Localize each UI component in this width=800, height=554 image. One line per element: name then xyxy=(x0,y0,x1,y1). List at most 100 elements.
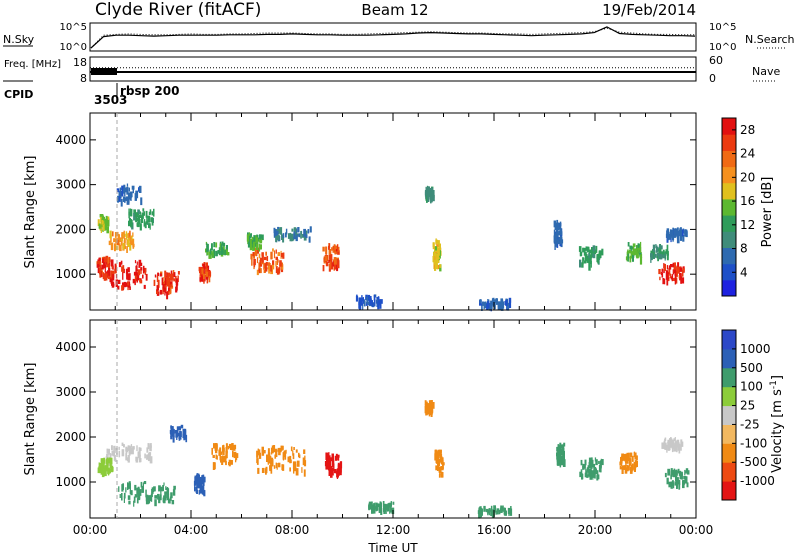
range-cell xyxy=(213,462,216,470)
range-cell xyxy=(110,234,112,243)
range-cell xyxy=(127,286,129,291)
range-cell xyxy=(680,276,682,284)
range-cell xyxy=(264,263,267,269)
range-cell xyxy=(588,468,591,473)
range-cell xyxy=(559,444,562,450)
range-cell xyxy=(328,259,331,264)
range-cell xyxy=(558,240,561,245)
range-cell xyxy=(258,262,261,269)
range-cell xyxy=(373,504,375,509)
range-cell xyxy=(120,190,123,196)
range-cell xyxy=(213,443,215,449)
range-cell xyxy=(112,265,114,270)
range-cell xyxy=(168,285,171,290)
range-cell xyxy=(117,195,119,203)
cpid-row: CPID 3503 rbsp 200 xyxy=(4,83,179,107)
range-cell xyxy=(261,467,265,473)
range-cell xyxy=(255,237,259,243)
range-cell xyxy=(199,486,202,494)
range-cell xyxy=(670,276,673,280)
range-cell xyxy=(337,260,340,269)
range-cell xyxy=(632,463,634,470)
range-cell xyxy=(265,467,268,471)
range-cell xyxy=(258,267,260,272)
range-cell xyxy=(130,240,133,246)
range-cell xyxy=(251,240,254,248)
range-cell xyxy=(655,244,657,249)
range-cell xyxy=(99,463,102,468)
range-cell xyxy=(108,458,110,464)
range-cell xyxy=(425,405,428,412)
range-cell xyxy=(328,254,331,260)
range-cell xyxy=(666,265,669,270)
range-cell xyxy=(127,281,130,286)
colorbar-tick-label: 20 xyxy=(740,170,755,184)
range-cell xyxy=(128,500,131,505)
range-cell xyxy=(303,469,306,477)
range-cell xyxy=(110,259,114,267)
range-cell xyxy=(308,236,311,243)
range-cell xyxy=(102,223,105,230)
noise-right-tick-top: 10^5 xyxy=(709,22,736,33)
range-cell xyxy=(139,454,141,463)
colorbar-tick-label: -100 xyxy=(740,436,767,450)
range-cell xyxy=(138,261,141,268)
range-cell xyxy=(499,508,503,512)
range-cell xyxy=(431,400,433,404)
colorbar-segment xyxy=(722,405,736,425)
range-cell xyxy=(367,296,370,301)
range-cell xyxy=(163,495,166,504)
range-cell xyxy=(330,468,333,474)
range-cell xyxy=(437,247,440,256)
range-cell xyxy=(659,253,663,260)
range-cell xyxy=(98,260,101,264)
range-cell xyxy=(557,445,560,451)
range-cell xyxy=(235,458,237,463)
range-cell xyxy=(130,223,133,228)
range-cell xyxy=(130,210,132,215)
range-cell xyxy=(194,476,198,480)
range-cell xyxy=(121,449,125,457)
range-cell xyxy=(370,501,373,506)
range-cell xyxy=(164,287,166,296)
range-cell xyxy=(430,406,433,412)
range-cell xyxy=(121,185,123,191)
range-cell xyxy=(147,495,151,503)
y-tick-label: 3000 xyxy=(55,385,86,399)
range-cell xyxy=(587,247,590,251)
range-cell xyxy=(156,289,159,294)
range-cell xyxy=(674,262,676,270)
range-cell xyxy=(136,261,138,265)
range-cell xyxy=(510,506,512,514)
range-cell xyxy=(253,243,257,247)
range-cell xyxy=(263,450,266,454)
range-cell xyxy=(258,243,261,251)
range-cell xyxy=(114,458,117,462)
range-cell xyxy=(591,247,594,255)
range-cell xyxy=(627,460,629,464)
range-cell xyxy=(293,447,295,450)
range-cell xyxy=(327,459,331,467)
range-cell xyxy=(147,443,150,450)
range-cell xyxy=(336,471,339,478)
range-cell xyxy=(337,250,340,255)
range-cell xyxy=(121,234,124,239)
range-cell xyxy=(432,402,435,409)
range-cell xyxy=(580,469,583,474)
range-cell xyxy=(266,255,269,261)
range-cell xyxy=(659,276,661,281)
range-cell xyxy=(669,273,672,279)
range-cell xyxy=(246,234,249,242)
range-cell xyxy=(427,409,430,414)
range-cell xyxy=(256,234,259,239)
range-cell xyxy=(478,511,481,519)
range-cell xyxy=(429,193,432,198)
range-cell xyxy=(632,254,634,262)
range-cell xyxy=(327,464,330,470)
range-cell xyxy=(273,229,277,237)
range-cell xyxy=(175,286,178,293)
range-cell xyxy=(363,299,366,306)
colorbar-segment xyxy=(722,481,736,501)
range-cell xyxy=(285,232,287,238)
colorbar-segment xyxy=(722,247,736,265)
